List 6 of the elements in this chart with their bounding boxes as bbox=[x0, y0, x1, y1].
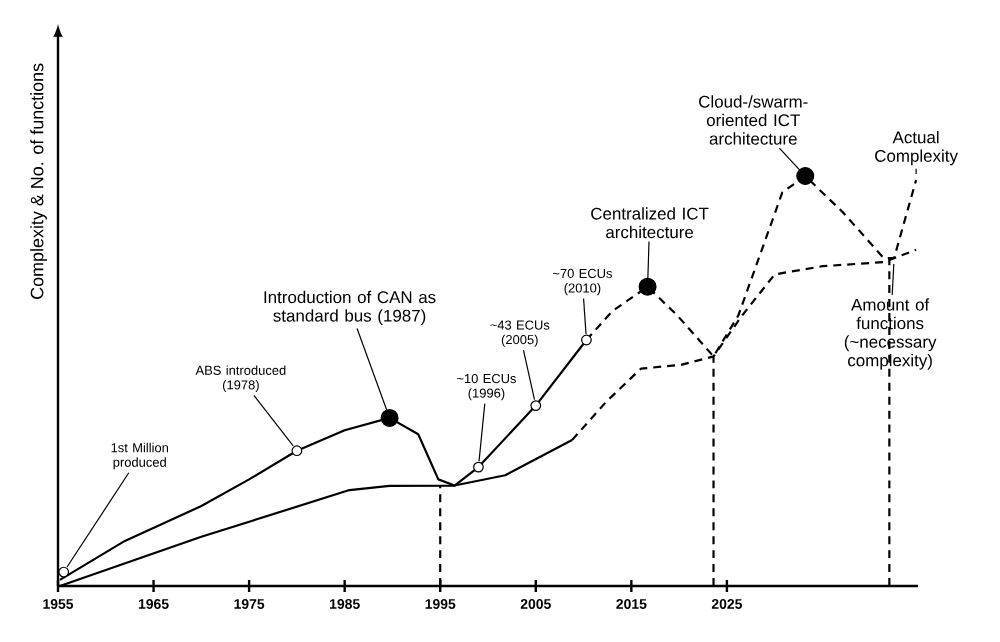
y-axis-title: Complexity & No. of functions bbox=[30, 63, 47, 299]
annotation: Introduction of CAN as standard bus (1987) bbox=[264, 290, 436, 326]
annotation: Actual Complexity bbox=[875, 130, 958, 166]
annotation: Centralized ICT architecture bbox=[591, 207, 709, 239]
annotation: Cloud-/swarm-oriented ICT architecture bbox=[699, 95, 808, 145]
annotation: Amount of functions (~necessary complexity) bbox=[844, 298, 937, 370]
